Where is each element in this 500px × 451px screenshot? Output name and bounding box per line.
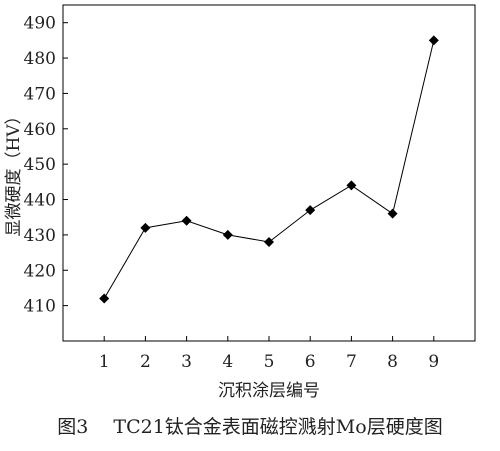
x-tick-label: 1 bbox=[99, 352, 110, 372]
y-tick-label: 470 bbox=[24, 84, 56, 104]
data-point-marker bbox=[264, 236, 274, 247]
x-tick-label: 6 bbox=[305, 352, 316, 372]
y-tick-label: 420 bbox=[24, 261, 56, 281]
data-point-marker bbox=[222, 229, 233, 240]
x-tick-label: 4 bbox=[222, 352, 233, 372]
y-tick-label: 450 bbox=[24, 155, 56, 175]
series-line bbox=[103, 40, 435, 299]
x-tick-label: 2 bbox=[140, 352, 151, 372]
data-point-marker bbox=[181, 215, 192, 226]
y-tick-label: 430 bbox=[24, 226, 56, 246]
x-tick-label: 8 bbox=[387, 352, 398, 372]
data-point-marker bbox=[99, 293, 110, 304]
data-point-marker bbox=[428, 35, 439, 46]
data-point-marker bbox=[387, 208, 398, 219]
figure-caption: 图3 TC21钛合金表面磁控溅射Mo层硬度图 bbox=[57, 416, 443, 438]
y-tick-label: 460 bbox=[24, 120, 56, 140]
plot-frame bbox=[62, 4, 476, 342]
x-axis-label: 沉积涂层编号 bbox=[218, 381, 320, 401]
y-tick-label: 410 bbox=[24, 297, 56, 317]
x-tick-label: 9 bbox=[428, 352, 439, 372]
y-tick-label: 440 bbox=[24, 191, 56, 211]
data-point-marker bbox=[305, 205, 316, 216]
y-tick-label: 480 bbox=[24, 49, 56, 69]
y-axis-label: 显微硬度（HV） bbox=[4, 107, 24, 236]
x-tick-label: 7 bbox=[346, 352, 357, 372]
x-tick-label: 5 bbox=[264, 352, 275, 372]
x-tick-label: 3 bbox=[181, 352, 192, 372]
y-tick-label: 490 bbox=[24, 14, 56, 34]
data-point-marker bbox=[346, 180, 357, 191]
data-point-marker bbox=[140, 222, 151, 233]
